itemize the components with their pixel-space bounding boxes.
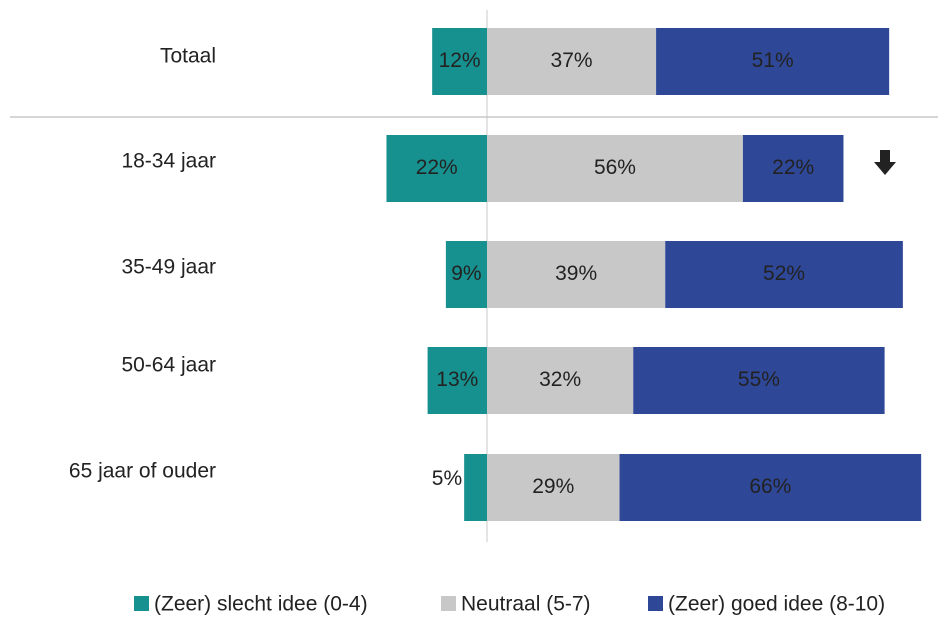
value-label: 22%	[772, 156, 814, 179]
bar-segment	[633, 347, 885, 414]
bar-segment	[665, 241, 903, 308]
value-label: 37%	[551, 49, 593, 72]
bar-segment	[464, 454, 487, 521]
bar-segment	[386, 135, 487, 202]
legend-label: Neutraal (5-7)	[461, 593, 591, 616]
category-label: 35-49 jaar	[121, 256, 216, 279]
category-label: 65 jaar of ouder	[69, 460, 216, 483]
value-label: 55%	[738, 368, 780, 391]
category-label: Totaal	[160, 45, 216, 68]
bar-segment	[656, 28, 890, 95]
bar-segment	[445, 241, 487, 308]
bar-segment	[487, 241, 666, 308]
value-label: 12%	[439, 49, 481, 72]
legend-swatch	[441, 596, 456, 611]
bar-segment	[487, 28, 657, 95]
legend-swatch	[648, 596, 663, 611]
value-label: 39%	[555, 262, 597, 285]
legend-label: (Zeer) goed idee (8-10)	[668, 593, 885, 616]
bar-segment	[487, 454, 620, 521]
legend-label: (Zeer) slecht idee (0-4)	[154, 593, 368, 616]
category-label: 18-34 jaar	[121, 150, 216, 173]
bar-segment	[427, 347, 487, 414]
bar-segment	[487, 135, 743, 202]
value-label: 9%	[451, 262, 481, 285]
value-label: 51%	[752, 49, 794, 72]
bar-segment	[487, 347, 634, 414]
value-label: 32%	[539, 368, 581, 391]
down-arrow-icon	[874, 150, 896, 175]
value-label: 22%	[416, 156, 458, 179]
value-label: 5%	[432, 467, 462, 490]
value-label: 13%	[436, 368, 478, 391]
bar-segment	[432, 28, 487, 95]
bar-segment	[619, 454, 922, 521]
value-label: 52%	[763, 262, 805, 285]
value-label: 29%	[532, 475, 574, 498]
value-label: 66%	[749, 475, 791, 498]
bar-segment	[742, 135, 844, 202]
category-label: 50-64 jaar	[121, 354, 216, 377]
legend-swatch	[134, 596, 149, 611]
value-label: 56%	[594, 156, 636, 179]
